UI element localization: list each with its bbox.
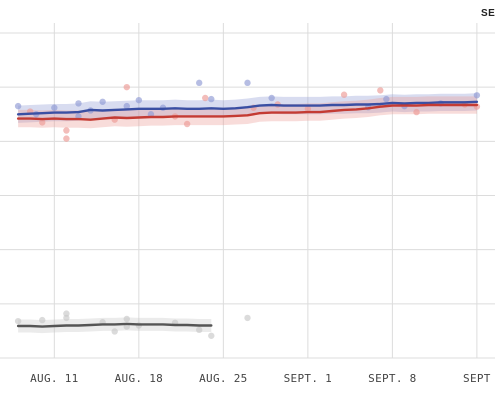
corner-label: SE [481, 8, 495, 19]
poll-point [196, 326, 203, 334]
poll-point [14, 317, 22, 325]
poll-point [63, 127, 70, 134]
poll-point [208, 95, 215, 103]
average-lines [16, 100, 479, 328]
poll-point [123, 83, 130, 91]
poll-point [413, 108, 420, 116]
poll-point [340, 91, 348, 98]
x-tick-label: AUG. 11 [30, 372, 78, 385]
x-axis-ticks: AUG. 11 AUG. 18 AUG. 25 SEPT. 1 SEPT. 8 SEPT [30, 372, 491, 385]
x-tick-label: SEPT. 8 [368, 372, 416, 385]
poll-point [123, 102, 130, 110]
poll-point [39, 316, 46, 324]
poll-point [304, 105, 312, 113]
poll-point [111, 328, 118, 335]
poll-point [383, 95, 390, 103]
poll-point [196, 79, 203, 87]
poll-point [51, 104, 58, 111]
x-tick-label: AUG. 25 [199, 372, 247, 385]
poll-point [75, 100, 82, 107]
poll-point [377, 87, 384, 94]
poll-point [14, 102, 22, 110]
confidence-bands [18, 93, 477, 334]
poll-point [63, 135, 70, 142]
poll-point [268, 94, 275, 102]
x-tick-label: AUG. 18 [115, 372, 163, 385]
poll-point [244, 79, 251, 87]
x-tick-label: SEPT. 1 [284, 372, 332, 385]
poll-point [99, 98, 106, 105]
poll-point [202, 94, 209, 102]
poll-point [244, 314, 251, 322]
poll-point [473, 92, 481, 99]
poll-point [183, 120, 191, 128]
poll-point [135, 96, 143, 104]
poll-point [63, 310, 70, 317]
average-line [16, 100, 479, 116]
poll-point [208, 332, 215, 339]
gridlines [0, 23, 495, 359]
average-line [16, 103, 479, 121]
poll-point [123, 315, 130, 323]
x-tick-label: SEPT [463, 372, 491, 385]
poll-point [39, 119, 46, 126]
average-line [16, 322, 213, 328]
